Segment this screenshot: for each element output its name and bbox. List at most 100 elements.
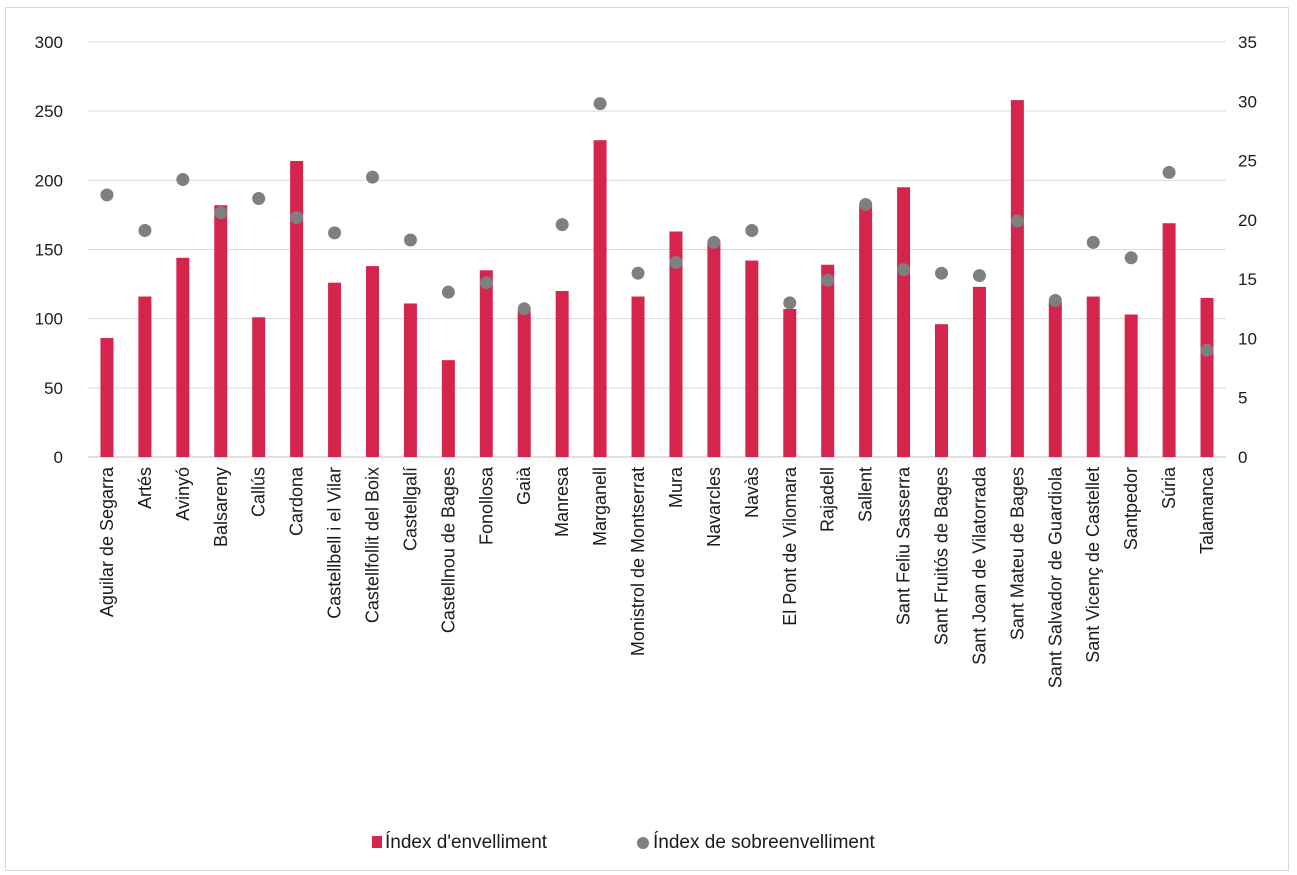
category-label: Navàs	[742, 467, 762, 518]
category-label: Aguilar de Segarra	[97, 466, 117, 617]
right-tick-label: 35	[1238, 33, 1257, 52]
left-tick-label: 100	[35, 310, 63, 329]
x-axis: Aguilar de Segarra Artés Avinyó Balsareny Ca…	[97, 466, 1217, 688]
category-label: Gaià	[514, 466, 534, 505]
bar	[328, 282, 342, 457]
legend-swatch-point	[637, 837, 649, 849]
point	[176, 173, 190, 187]
point	[631, 266, 645, 280]
category-label: Navarcles	[704, 467, 724, 547]
category-label: Avinyó	[173, 467, 193, 521]
right-tick-label: 5	[1238, 389, 1247, 408]
bar	[366, 266, 379, 457]
category-label: Sant Salvador de Guardiola	[1045, 466, 1065, 688]
bar	[631, 296, 645, 457]
bar	[214, 205, 228, 457]
category-label: Castellnou de Bages	[438, 467, 458, 633]
bar	[859, 205, 873, 457]
bar	[441, 360, 455, 457]
point	[593, 97, 607, 111]
category-label: Manresa	[552, 466, 572, 537]
category-label: Castellfollit del Boix	[363, 467, 383, 623]
bar	[1124, 314, 1138, 457]
bar-series	[100, 100, 1214, 457]
bar	[1200, 297, 1214, 457]
category-label: Sant Fruitós de Bages	[932, 467, 952, 645]
point	[972, 269, 986, 283]
point	[1162, 165, 1176, 179]
bar	[403, 303, 417, 457]
right-tick-label: 0	[1238, 448, 1247, 467]
point	[441, 285, 455, 299]
bar	[897, 187, 911, 457]
category-label: Artés	[135, 467, 155, 509]
category-label: Sant Feliu Sasserra	[894, 466, 914, 625]
point	[859, 197, 873, 211]
category-label: Castellbell i el Vilar	[325, 467, 345, 619]
category-label: Monistrol de Montserrat	[628, 467, 648, 656]
point	[783, 296, 797, 310]
bar	[479, 270, 493, 457]
point	[328, 226, 342, 240]
point	[1010, 214, 1024, 228]
bar	[290, 160, 304, 457]
point	[138, 224, 152, 238]
point	[707, 235, 721, 249]
bar	[1086, 296, 1100, 457]
point	[1124, 251, 1138, 265]
bar	[1010, 100, 1024, 457]
point	[1048, 293, 1062, 307]
category-label: Mura	[666, 466, 686, 508]
bar	[783, 308, 797, 457]
bar	[138, 296, 152, 457]
bar	[935, 324, 948, 457]
bar	[972, 286, 986, 457]
point	[403, 233, 417, 247]
category-label: Talamanca	[1197, 466, 1217, 554]
point	[821, 273, 835, 287]
category-label: Sant Vicenç de Castellet	[1083, 467, 1103, 663]
right-tick-label: 25	[1238, 152, 1257, 171]
left-tick-label: 200	[35, 171, 63, 190]
point	[935, 266, 948, 280]
point	[290, 210, 304, 224]
left-y-axis: 0 50 100 150 200 250 300	[35, 33, 63, 467]
category-label: Cardona	[287, 466, 307, 536]
category-label: Rajadell	[818, 467, 838, 532]
right-tick-label: 30	[1238, 92, 1257, 111]
legend: Índex d'envelliment Índex de sobreenvell…	[372, 832, 876, 853]
point	[555, 218, 569, 232]
category-label: Santpedor	[1121, 467, 1141, 550]
category-label: Sant Joan de Vilatorrada	[969, 466, 989, 665]
bar	[593, 140, 607, 457]
bar	[707, 241, 721, 457]
bar	[555, 291, 569, 457]
point	[517, 302, 531, 316]
category-label: Sant Mateu de Bages	[1007, 467, 1027, 640]
point	[745, 224, 759, 238]
category-label: Balsareny	[211, 467, 231, 547]
gridlines	[88, 41, 1226, 458]
category-label: El Pont de Vilomara	[780, 466, 800, 626]
right-tick-label: 15	[1238, 270, 1257, 289]
point	[479, 276, 493, 290]
point	[252, 192, 266, 206]
point	[897, 263, 911, 277]
left-tick-label: 300	[35, 33, 63, 52]
category-label: Fonollosa	[476, 466, 496, 545]
legend-label-bar: Índex d'envelliment	[385, 832, 548, 853]
bar	[176, 257, 190, 457]
legend-swatch-bar	[372, 836, 382, 848]
category-label: Marganell	[590, 467, 610, 546]
bar	[517, 310, 531, 457]
point	[669, 256, 683, 270]
left-tick-label: 0	[54, 448, 63, 467]
right-y-axis: 0 5 10 15 20 25 30 35	[1238, 33, 1257, 467]
right-tick-label: 20	[1238, 211, 1257, 230]
bar	[821, 264, 835, 457]
point	[1086, 235, 1100, 249]
legend-label-point: Índex de sobreenvelliment	[653, 832, 876, 853]
bar	[745, 260, 759, 457]
category-label: Callús	[249, 467, 269, 517]
